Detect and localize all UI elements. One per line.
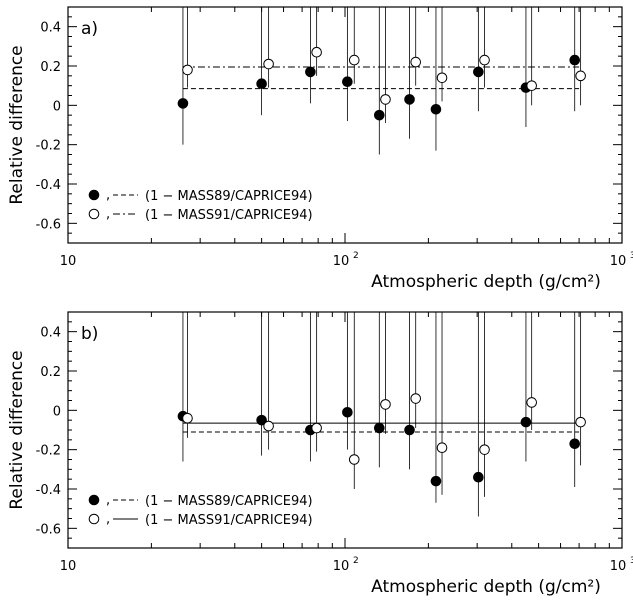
data-point <box>404 424 415 436</box>
y-axis-label: Relative difference <box>7 350 27 509</box>
y-tick-label: -0.2 <box>36 444 61 459</box>
panel-label: a) <box>81 19 98 39</box>
data-point <box>404 94 415 105</box>
data-point <box>305 66 316 78</box>
x-tick-label-exponent: 3 <box>630 251 633 261</box>
y-tick-label: -0.4 <box>36 178 61 193</box>
x-tick-label: 10 <box>610 559 627 574</box>
legend-marker <box>88 208 100 220</box>
data-point <box>311 46 322 58</box>
legend-label: (1 − MASS91/CAPRICE94) <box>145 513 313 528</box>
data-point <box>342 76 353 88</box>
data-point <box>256 414 267 426</box>
legend-comma: , <box>106 493 110 508</box>
data-point <box>263 58 274 70</box>
x-tick-label-exponent: 3 <box>630 556 633 566</box>
x-tick-label: 10 <box>333 559 350 574</box>
data-point <box>520 416 532 428</box>
data-point <box>348 54 360 66</box>
x-axis-label: Atmospheric depth (g/cm²) <box>371 272 601 292</box>
data-point <box>479 444 490 455</box>
y-tick-label: -0.6 <box>36 217 61 232</box>
x-tick-label: 10 <box>60 254 77 269</box>
data-point <box>263 420 274 432</box>
series-1 <box>177 7 581 155</box>
series-2 <box>182 312 586 497</box>
data-point <box>374 109 385 121</box>
data-point <box>182 412 193 424</box>
data-point <box>526 397 537 408</box>
data-point <box>575 416 586 428</box>
panel-label: b) <box>81 324 98 344</box>
y-tick-label: -0.2 <box>36 139 61 154</box>
series-2 <box>182 7 586 124</box>
data-point <box>410 393 422 404</box>
data-point <box>436 72 448 84</box>
data-point <box>569 54 581 66</box>
y-axis-label: Relative difference <box>7 45 27 204</box>
legend-marker <box>88 513 100 525</box>
data-point <box>177 98 189 109</box>
data-point <box>374 422 385 434</box>
legend-marker <box>88 189 100 201</box>
legend-label: (1 − MASS89/CAPRICE94) <box>145 189 313 204</box>
legend-comma: , <box>106 512 110 527</box>
y-tick-label: 0.2 <box>40 60 61 75</box>
data-point <box>473 66 484 78</box>
legend: , (1 − MASS89/CAPRICE94), (1 − MASS91/CAPR… <box>88 493 313 528</box>
legend-marker <box>88 494 100 506</box>
data-point <box>479 54 490 66</box>
y-tick-label: 0.2 <box>40 365 61 380</box>
data-point <box>575 70 586 82</box>
legend-label: (1 − MASS91/CAPRICE94) <box>145 208 313 223</box>
x-tick-label: 10 <box>333 254 350 269</box>
data-point <box>380 94 391 105</box>
x-axis-label: Atmospheric depth (g/cm²) <box>371 577 601 597</box>
legend-comma: , <box>106 188 110 203</box>
data-point <box>311 422 322 434</box>
legend: , (1 − MASS89/CAPRICE94), (1 − MASS91/CAPR… <box>88 188 313 223</box>
data-point <box>182 64 193 76</box>
y-tick-label: -0.4 <box>36 483 61 498</box>
x-tick-label-exponent: 2 <box>353 556 359 566</box>
data-point <box>256 78 267 89</box>
data-point <box>342 407 353 418</box>
y-tick-label: 0.4 <box>40 326 61 341</box>
y-tick-label: 0.4 <box>40 21 61 36</box>
data-point <box>430 103 442 115</box>
data-point <box>526 80 537 91</box>
data-point <box>473 471 484 483</box>
y-tick-label: 0 <box>53 404 61 419</box>
data-point <box>380 399 391 410</box>
data-point <box>410 56 422 68</box>
legend-label: (1 − MASS89/CAPRICE94) <box>145 494 313 509</box>
series-1 <box>177 312 581 517</box>
y-tick-label: -0.6 <box>36 522 61 537</box>
legend-comma: , <box>106 207 110 222</box>
x-tick-label-exponent: 2 <box>353 251 359 261</box>
data-point <box>348 454 360 465</box>
x-tick-label: 10 <box>60 559 77 574</box>
data-point <box>569 438 581 450</box>
y-tick-label: 0 <box>53 99 61 114</box>
x-tick-label: 10 <box>610 254 627 269</box>
data-point <box>436 442 448 454</box>
data-point <box>430 475 442 487</box>
